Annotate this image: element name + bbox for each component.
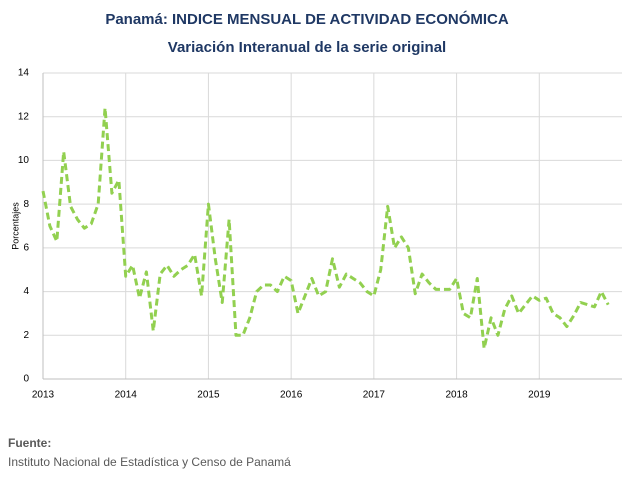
y-tick-label: 0 (23, 374, 29, 385)
x-tick-label: 2016 (280, 390, 303, 401)
x-tick-label: 2013 (32, 390, 55, 401)
chart-title: Panamá: INDICE MENSUAL DE ACTIVIDAD ECON… (105, 10, 509, 28)
y-axis-label: Porcentajes (10, 202, 20, 250)
x-tick-label: 2019 (528, 390, 551, 401)
x-tick-label: 2018 (445, 390, 468, 401)
y-tick-label: 14 (18, 68, 30, 79)
y-tick-label: 2 (23, 330, 29, 341)
source: Instituto Nacional de Estadística y Cens… (8, 455, 291, 469)
y-tick-label: 12 (18, 111, 30, 122)
source-title: Fuente: (8, 436, 51, 450)
y-tick-label: 8 (23, 199, 29, 210)
x-tick-label: 2015 (197, 390, 220, 401)
x-tick-label: 2017 (363, 390, 386, 401)
y-tick-label: 10 (18, 155, 30, 166)
y-tick-label: 4 (23, 286, 29, 297)
line-series (41, 106, 610, 350)
x-tick-label: 2014 (115, 390, 138, 401)
y-tick-label: 6 (23, 242, 29, 253)
chart-subtitle: Variación Interanual de la serie origina… (168, 39, 446, 56)
